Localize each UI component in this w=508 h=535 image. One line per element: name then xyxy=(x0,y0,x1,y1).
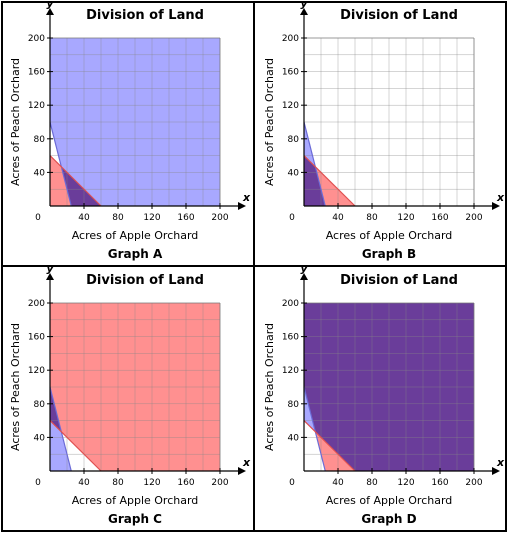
x-tick-label: 80 xyxy=(366,478,378,488)
x-tick-label: 120 xyxy=(397,213,414,223)
x-tick-label: 40 xyxy=(332,213,344,223)
y-tick-label: 200 xyxy=(282,34,299,44)
y-tick-label: 80 xyxy=(288,400,300,410)
graph-c-svg: Division of Land x y 0 40 80 120 160 200 40 80 120 1… xyxy=(9,262,251,526)
x-tick-label: 160 xyxy=(431,478,448,488)
chart-title: Division of Land xyxy=(340,273,458,288)
x-tick-label: 200 xyxy=(465,213,482,223)
x-tick-label: 120 xyxy=(397,478,414,488)
x-axis-letter: x xyxy=(242,191,251,204)
graph-a-panel: Division of Land x y 0 40 80 120 160 200 40 80 120 1… xyxy=(0,0,254,265)
x-tick-label: 0 xyxy=(289,213,295,223)
y-tick-label: 200 xyxy=(28,299,45,309)
x-tick-label: 120 xyxy=(143,213,160,223)
graph-panel-label: Graph A xyxy=(108,247,163,261)
y-tick-label: 120 xyxy=(28,101,45,111)
x-tick-label: 0 xyxy=(289,478,295,488)
y-tick-label: 120 xyxy=(282,366,299,376)
y-tick-label: 160 xyxy=(282,68,299,78)
graph-b-panel: Division of Land x y 0 40 80 120 160 200 40 80 120 1… xyxy=(254,0,508,265)
y-tick-label: 80 xyxy=(288,135,300,145)
x-tick-label: 160 xyxy=(177,213,194,223)
y-axis-letter: y xyxy=(46,0,54,10)
y-tick-label: 200 xyxy=(28,34,45,44)
x-axis-title: Acres of Apple Orchard xyxy=(72,494,199,507)
x-tick-label: 40 xyxy=(78,213,90,223)
y-axis-letter: y xyxy=(300,265,308,275)
x-tick-label: 0 xyxy=(35,478,41,488)
y-tick-label: 200 xyxy=(282,299,299,309)
graph-d-panel: Division of Land x y 0 40 80 120 160 200 40 80 120 1… xyxy=(254,262,508,530)
x-axis-title: Acres of Apple Orchard xyxy=(326,494,453,507)
chart-title: Division of Land xyxy=(86,273,204,288)
y-tick-label: 120 xyxy=(282,101,299,111)
x-tick-label: 40 xyxy=(78,478,90,488)
chart-title: Division of Land xyxy=(86,8,204,23)
y-tick-label: 160 xyxy=(282,333,299,343)
x-tick-label: 160 xyxy=(431,213,448,223)
x-tick-label: 200 xyxy=(211,478,228,488)
x-axis-letter: x xyxy=(242,456,251,469)
graph-panel-label: Graph B xyxy=(362,247,416,261)
x-axis-letter: x xyxy=(496,456,505,469)
y-tick-label: 40 xyxy=(288,433,300,443)
x-axis-title: Acres of Apple Orchard xyxy=(326,229,453,242)
y-axis-letter: y xyxy=(300,0,308,10)
y-axis-title: Acres of Peach Orchard xyxy=(263,323,276,451)
y-axis-letter: y xyxy=(46,265,54,275)
x-tick-label: 200 xyxy=(465,478,482,488)
graph-c-panel: Division of Land x y 0 40 80 120 160 200 40 80 120 1… xyxy=(0,262,254,530)
x-tick-label: 40 xyxy=(332,478,344,488)
x-tick-label: 160 xyxy=(177,478,194,488)
y-tick-label: 40 xyxy=(288,168,300,178)
y-axis-title: Acres of Peach Orchard xyxy=(263,58,276,186)
graph-panel-label: Graph D xyxy=(361,512,416,526)
y-tick-label: 40 xyxy=(34,168,46,178)
y-tick-label: 120 xyxy=(28,366,45,376)
graph-d-svg: Division of Land x y 0 40 80 120 160 200 40 80 120 1… xyxy=(263,262,505,526)
y-tick-label: 160 xyxy=(28,333,45,343)
x-tick-label: 200 xyxy=(211,213,228,223)
x-tick-label: 0 xyxy=(35,213,41,223)
y-tick-label: 160 xyxy=(28,68,45,78)
graph-b-svg: Division of Land x y 0 40 80 120 160 200 40 80 120 1… xyxy=(263,0,505,261)
x-tick-label: 120 xyxy=(143,478,160,488)
y-tick-label: 80 xyxy=(34,135,46,145)
y-axis-title: Acres of Peach Orchard xyxy=(9,58,22,186)
x-axis-letter: x xyxy=(496,191,505,204)
x-axis-title: Acres of Apple Orchard xyxy=(72,229,199,242)
x-tick-label: 80 xyxy=(112,478,124,488)
y-axis-title: Acres of Peach Orchard xyxy=(9,323,22,451)
graph-a-svg: Division of Land x y 0 40 80 120 160 200 40 80 120 1… xyxy=(9,0,251,261)
x-tick-label: 80 xyxy=(112,213,124,223)
x-tick-label: 80 xyxy=(366,213,378,223)
graph-panel-label: Graph C xyxy=(108,512,162,526)
chart-title: Division of Land xyxy=(340,8,458,23)
y-tick-label: 40 xyxy=(34,433,46,443)
y-tick-label: 80 xyxy=(34,400,46,410)
